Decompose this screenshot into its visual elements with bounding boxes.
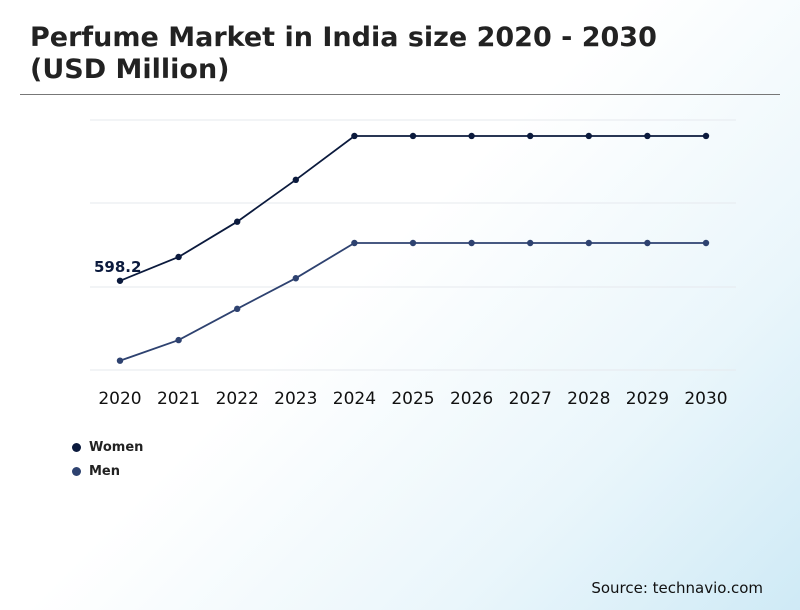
point-women-2024	[351, 132, 358, 140]
data-label-0: 598.2	[94, 258, 141, 276]
legend: Women Men	[72, 435, 143, 483]
gridlines	[90, 119, 736, 371]
point-men-2030	[702, 239, 710, 247]
legend-marker-men	[72, 466, 81, 476]
x-tick-2022: 2022	[216, 389, 259, 409]
chart-title: Perfume Market in India size 2020 - 2030…	[30, 22, 657, 85]
x-tick-2021: 2021	[157, 389, 200, 409]
point-women-2025	[409, 132, 417, 140]
legend-label-women: Women	[89, 439, 144, 455]
point-women-2028	[585, 132, 592, 140]
x-tick-2030: 2030	[684, 389, 727, 409]
series-line-women	[119, 135, 706, 282]
series-points	[116, 132, 710, 364]
point-men-2027	[527, 239, 534, 247]
point-women-2022	[234, 218, 241, 225]
data-labels: 598.2	[94, 258, 141, 276]
point-men-2023	[292, 275, 299, 282]
point-women-2029	[644, 132, 651, 140]
x-tick-2024: 2024	[333, 389, 376, 409]
point-women-2026	[468, 132, 475, 140]
legend-item-women[interactable]: Women	[72, 435, 143, 459]
point-men-2022	[234, 305, 241, 313]
point-women-2020	[116, 277, 124, 284]
x-axis-ticks: 2020 2021 2022 2023 2024 2025 2026 2027 2028 2029…	[98, 389, 727, 409]
x-tick-2020: 2020	[98, 389, 141, 409]
x-tick-2026: 2026	[450, 389, 493, 409]
point-men-2025	[409, 239, 417, 247]
title-divider	[20, 94, 780, 95]
point-men-2020	[116, 357, 124, 364]
point-men-2024	[351, 239, 358, 247]
point-men-2029	[644, 239, 651, 247]
series-lines	[119, 135, 706, 362]
series-line-men	[119, 242, 706, 362]
x-tick-2025: 2025	[391, 389, 434, 409]
point-women-2021	[175, 253, 182, 261]
legend-label-men: Men	[89, 463, 121, 479]
legend-marker-women	[72, 442, 81, 452]
point-women-2027	[527, 132, 534, 140]
source-credit: Source: technavio.com	[591, 579, 763, 597]
x-tick-2028: 2028	[567, 389, 610, 409]
legend-item-men[interactable]: Men	[72, 459, 143, 483]
x-tick-2029: 2029	[626, 389, 669, 409]
point-women-2030	[702, 132, 710, 140]
x-tick-2023: 2023	[274, 389, 317, 409]
point-women-2023	[292, 176, 299, 184]
point-men-2026	[468, 239, 475, 247]
point-men-2021	[175, 336, 182, 344]
point-men-2028	[585, 239, 592, 247]
x-tick-2027: 2027	[509, 389, 552, 409]
